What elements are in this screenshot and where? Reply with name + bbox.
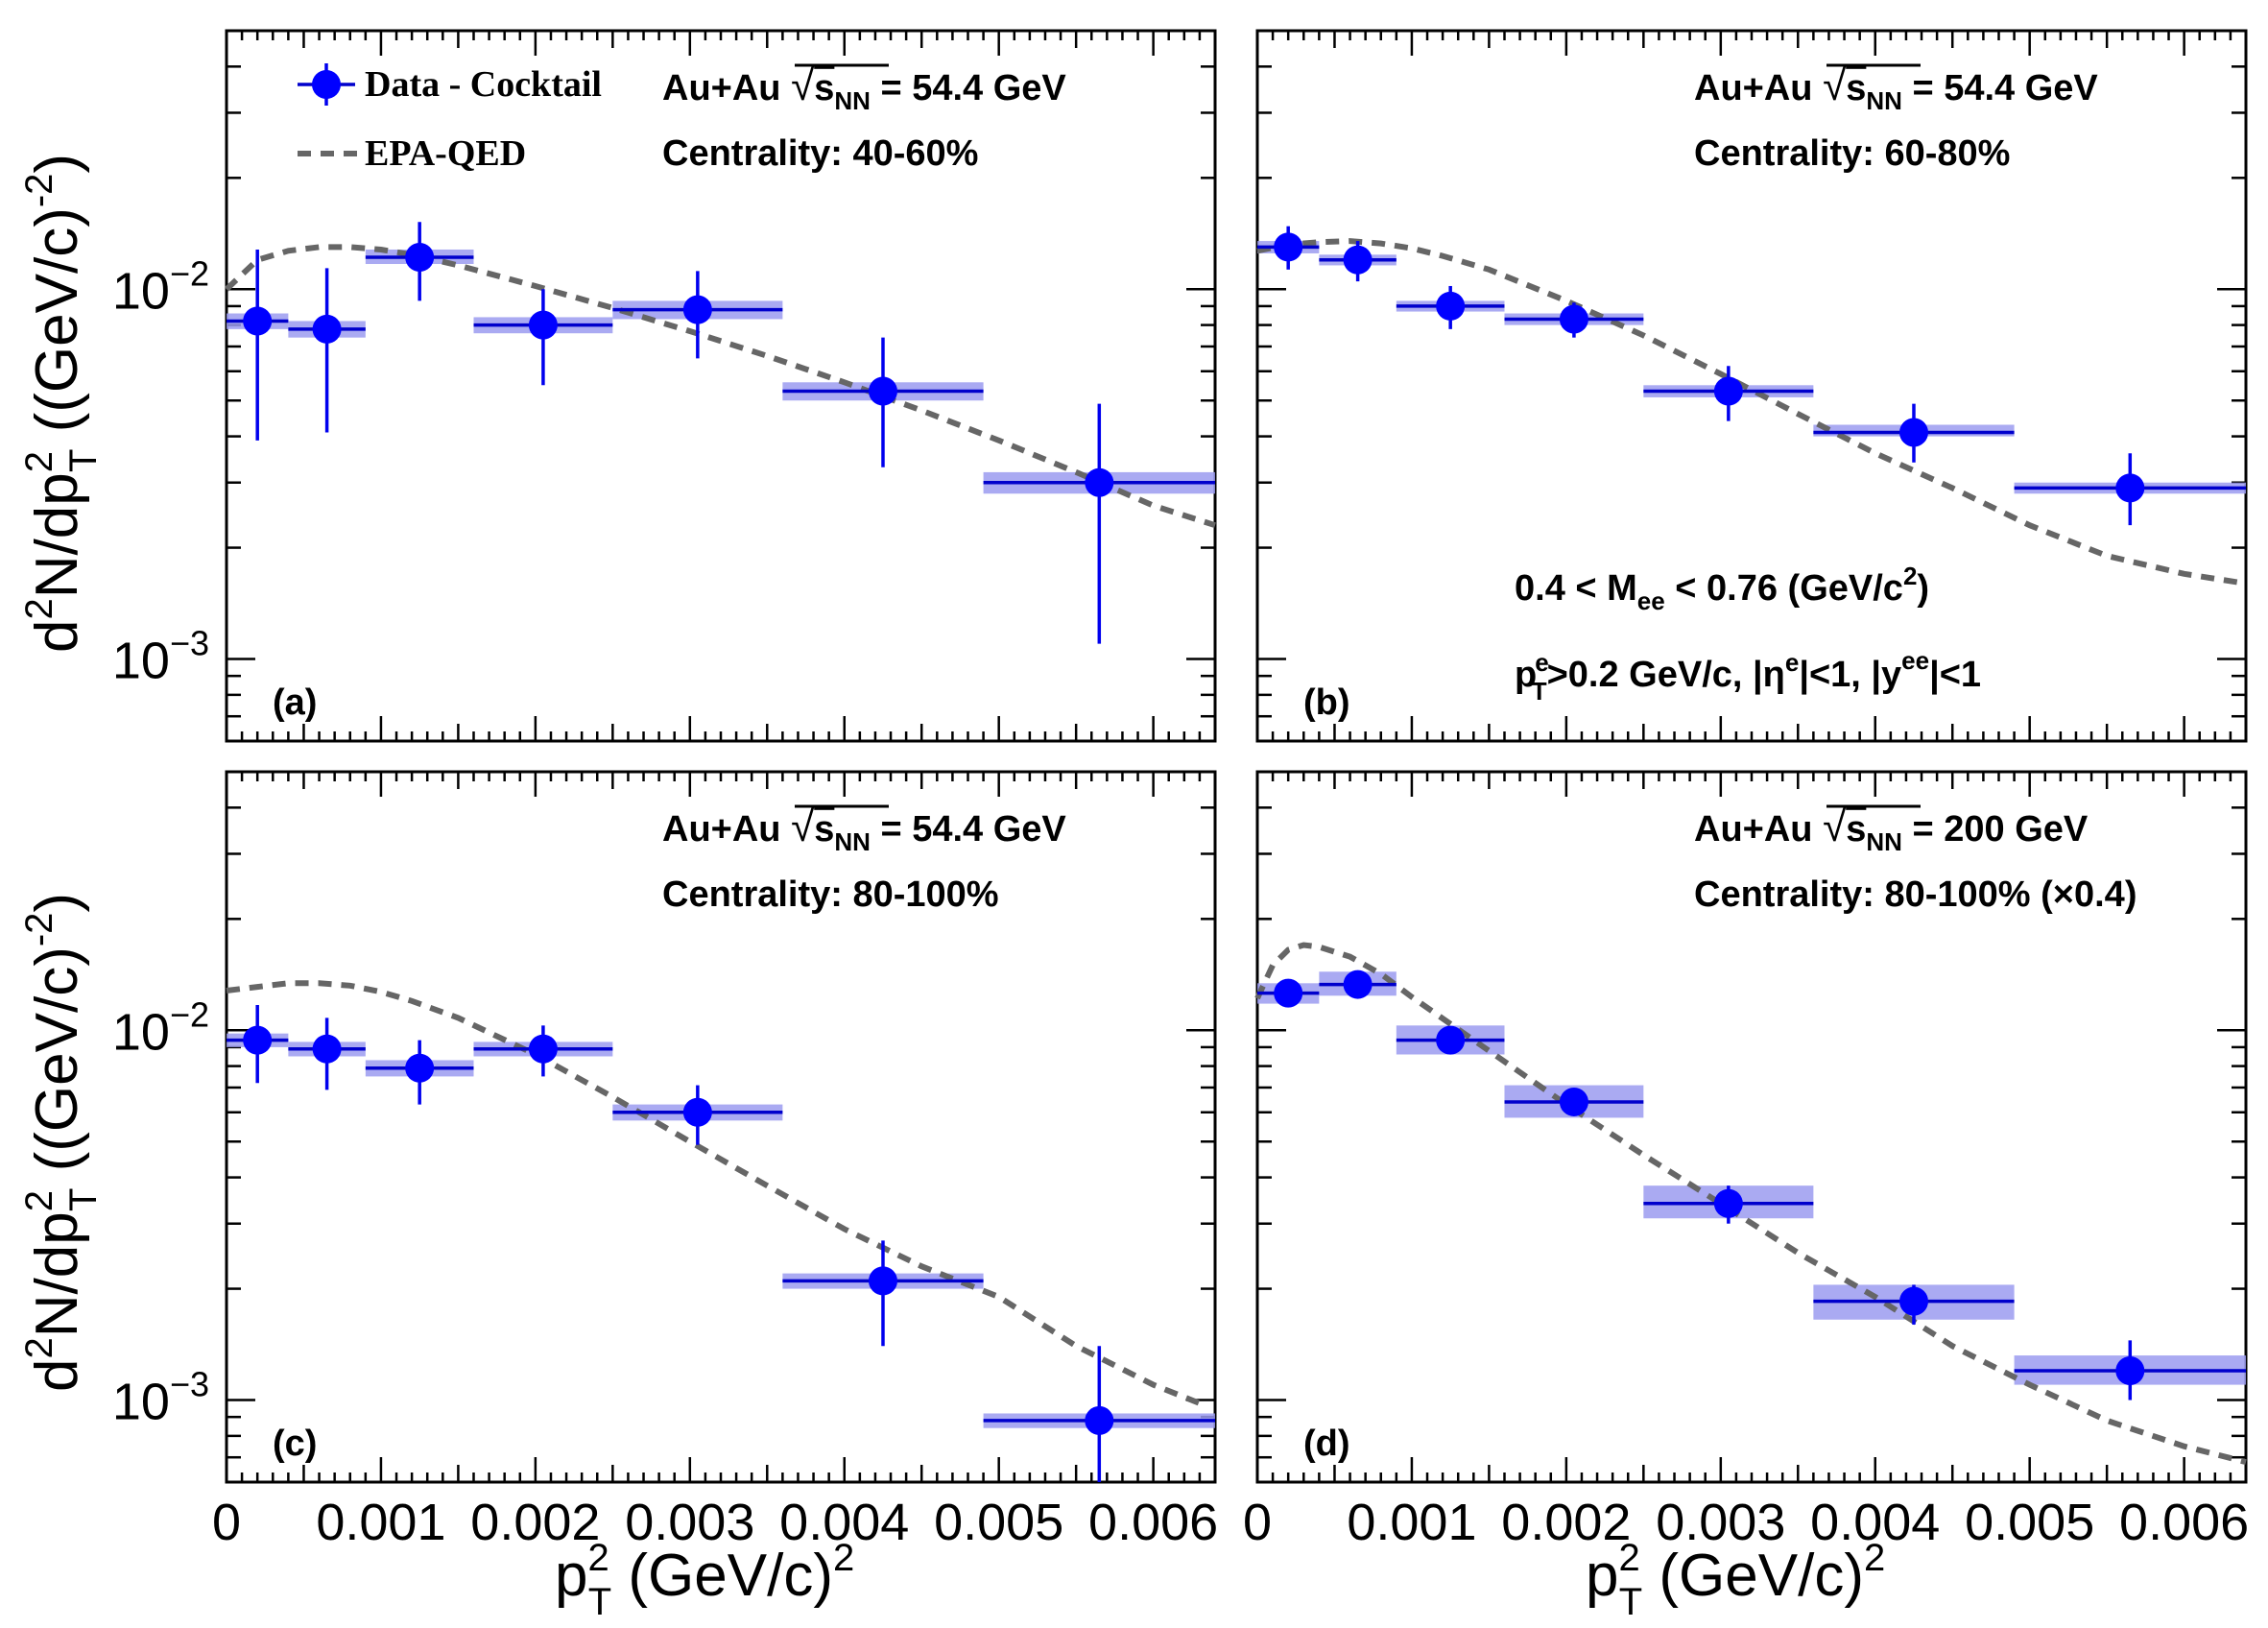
- model-curve: [1254, 942, 2247, 1466]
- panel-d: 0 0.001 0.002 0.003 0.004 0.005 0.006 (d) Au+Au …: [1243, 770, 2249, 1551]
- y-tick-label: 10−3: [112, 624, 209, 690]
- data-point: [1343, 970, 1373, 999]
- data-point: [1436, 291, 1466, 321]
- x-tick-label: 0.005: [934, 1494, 1063, 1551]
- x-tick-label: 0.003: [625, 1494, 754, 1551]
- data-point: [528, 310, 558, 340]
- data-point: [2115, 473, 2145, 503]
- data-point: [1559, 304, 1588, 334]
- system-energy-label: Au+Au √sNN = 54.4 GeV: [662, 803, 1066, 856]
- data-point: [1274, 978, 1303, 1008]
- data-point: [1713, 376, 1743, 406]
- mass-range-label: 0.4 < Mee < 0.76 (GeV/c2): [1515, 562, 1929, 615]
- system-energy-label: Au+Au √sNN = 54.4 GeV: [1694, 62, 2098, 115]
- x-tick-label: 0.006: [1088, 1494, 1218, 1551]
- model-curve: [1256, 238, 2247, 587]
- panel-label: (b): [1303, 682, 1350, 723]
- y-axis-label-bottom: d2N/dp2T ((GeV/c)-2): [18, 893, 105, 1392]
- legend: Data - Cocktail EPA-QED: [298, 63, 602, 174]
- centrality-label: Centrality: 40-60%: [662, 133, 978, 174]
- data-point: [405, 1053, 435, 1083]
- panel-a: 10−2 10−3 (a) Au+Au √sNN = 54.4 GeV Centrali…: [112, 29, 1217, 743]
- panel-b-cuts: 0.4 < Mee < 0.76 (GeV/c2) pe T>0.2 GeV/c,…: [1515, 562, 1981, 706]
- panel-label: (d): [1303, 1424, 1350, 1464]
- x-tick-label: 0.001: [316, 1494, 445, 1551]
- data-point: [1898, 1286, 1928, 1316]
- data-point: [682, 1097, 712, 1127]
- data-point: [528, 1034, 558, 1064]
- legend-model-label: EPA-QED: [365, 133, 526, 174]
- centrality-label: Centrality: 80-100%: [662, 874, 999, 915]
- x-axis-label-right: p2 T (GeV/c)2: [1586, 1537, 1885, 1623]
- x-tick-label: 0.004: [1810, 1494, 1940, 1551]
- data-point: [312, 314, 342, 344]
- x-tick-label: 0: [1243, 1494, 1272, 1551]
- data-point: [1274, 232, 1303, 262]
- x-axis-label-left: p2 T (GeV/c)2: [555, 1537, 854, 1623]
- model-curve: [224, 244, 1216, 529]
- data-point: [1085, 467, 1114, 497]
- data-point: [1713, 1188, 1743, 1218]
- svg-text:d2N/dp2T ((GeV/c)-2): d2N/dp2T ((GeV/c)-2): [18, 154, 105, 653]
- data-point: [312, 1034, 342, 1064]
- x-tick-label: 0: [212, 1494, 241, 1551]
- y-tick-label: 10−3: [112, 1365, 209, 1431]
- data-point: [1559, 1087, 1588, 1116]
- legend-data-marker: [312, 70, 341, 99]
- data-point: [405, 243, 435, 273]
- model-curve: [226, 980, 1202, 1406]
- centrality-label: Centrality: 60-80%: [1694, 133, 2010, 174]
- x-tick-label: 0.006: [2119, 1494, 2249, 1551]
- x-tick-label: 0.003: [1656, 1494, 1785, 1551]
- panel-label: (c): [273, 1424, 317, 1464]
- svg-text:d2N/dp2T ((GeV/c)-2): d2N/dp2T ((GeV/c)-2): [18, 893, 105, 1392]
- data-point: [2115, 1356, 2145, 1386]
- x-tick-label: 0.002: [470, 1494, 600, 1551]
- x-tick-label: 0.004: [779, 1494, 909, 1551]
- panel-c: 0 0.001 0.002 0.003 0.004 0.005 0.006 10−2 10−3 (…: [112, 770, 1218, 1551]
- data-point: [868, 376, 897, 406]
- data-point: [1898, 418, 1928, 447]
- data-point: [1436, 1025, 1466, 1055]
- y-tick-label: 10−2: [112, 994, 209, 1061]
- data-point: [868, 1266, 897, 1296]
- data-point: [243, 306, 273, 336]
- data-point: [682, 295, 712, 324]
- y-axis-label-top: d2N/dp2T ((GeV/c)-2): [18, 154, 105, 653]
- system-energy-label: Au+Au √sNN = 54.4 GeV: [662, 62, 1066, 115]
- centrality-label: Centrality: 80-100% (×0.4): [1694, 874, 2137, 915]
- x-tick-label: 0.002: [1501, 1494, 1631, 1551]
- data-point: [1343, 245, 1373, 275]
- panel-label: (a): [273, 682, 317, 723]
- data-point: [243, 1025, 273, 1055]
- x-tick-label: 0.001: [1347, 1494, 1476, 1551]
- panel-b: (b) Au+Au √sNN = 54.4 GeV Centrality: 60-8…: [1255, 29, 2248, 743]
- kinematic-cuts-label: pe T>0.2 GeV/c, |ηe|<1, |yee|<1: [1515, 646, 1981, 706]
- legend-data-label: Data - Cocktail: [365, 64, 602, 105]
- y-tick-label: 10−2: [112, 253, 209, 320]
- system-energy-label: Au+Au √sNN = 200 GeV: [1694, 803, 2089, 856]
- x-tick-label: 0.005: [1965, 1494, 2094, 1551]
- data-point: [1085, 1405, 1114, 1435]
